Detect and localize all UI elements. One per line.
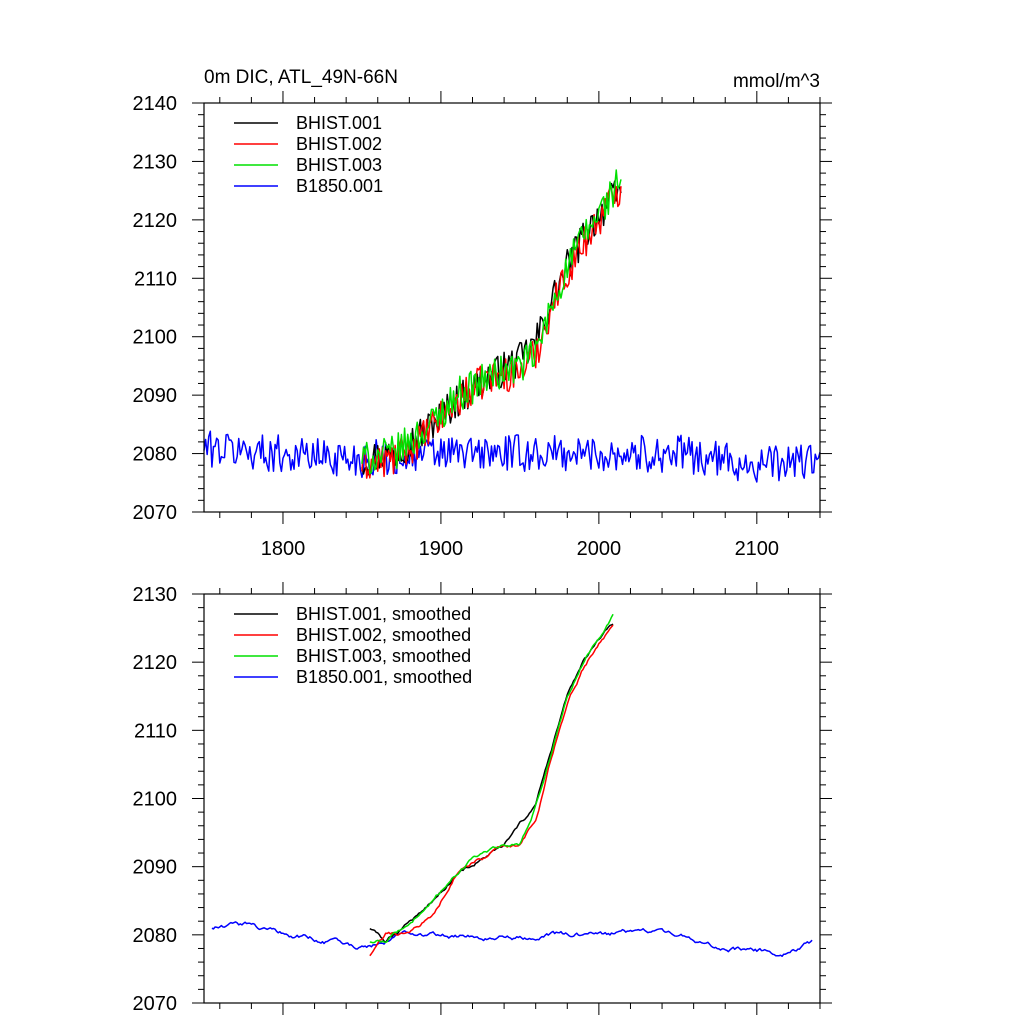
y-tick-label: 2090 xyxy=(133,385,178,407)
legend-label: BHIST.001 xyxy=(296,113,382,133)
axis-ticks: 2070 2080 2090 2100 2110 2120 2130 xyxy=(133,582,832,1015)
y-tick-label: 2070 xyxy=(133,993,178,1015)
series-line-4 xyxy=(211,921,813,958)
y-tick-label: 2110 xyxy=(134,720,177,742)
series-group xyxy=(211,613,813,958)
series-line-3 xyxy=(369,613,614,944)
plot-frame xyxy=(203,102,821,513)
units-label: mmol/m^3 xyxy=(733,71,820,92)
y-tick-label: 2120 xyxy=(133,652,178,674)
legend-label: BHIST.003, smoothed xyxy=(296,646,471,666)
legend-label: BHIST.002, smoothed xyxy=(296,625,471,645)
x-tick-label: 2000 xyxy=(577,538,622,560)
series-line-4 xyxy=(203,430,821,483)
x-tick-label: 2100 xyxy=(735,538,780,560)
series-group xyxy=(203,169,821,483)
legend-label: BHIST.002 xyxy=(296,134,382,154)
y-tick-label: 2090 xyxy=(133,857,178,879)
chart-title: 0m DIC, ATL_49N-66N xyxy=(204,67,398,88)
x-tick-label: 1800 xyxy=(261,538,306,560)
top-panel: 0m DIC, ATL_49N-66N mmol/m^3 1800 1900 200… xyxy=(133,67,832,560)
y-tick-label: 2110 xyxy=(134,268,177,290)
y-tick-label: 2130 xyxy=(133,151,178,173)
bottom-panel: 2070 2080 2090 2100 2110 2120 2130 BHIST.001, … xyxy=(133,582,832,1015)
y-tick-label: 2130 xyxy=(133,584,178,606)
legend-label: B1850.001, smoothed xyxy=(296,667,472,687)
series-line-1 xyxy=(361,180,622,476)
y-tick-label: 2100 xyxy=(133,327,178,349)
y-tick-label: 2120 xyxy=(133,210,178,232)
x-tick-label: 1900 xyxy=(419,538,464,560)
y-tick-label: 2100 xyxy=(133,789,178,811)
y-tick-label: 2080 xyxy=(133,925,178,947)
y-tick-label: 2070 xyxy=(133,502,178,524)
series-line-2 xyxy=(369,624,614,957)
legend-label: BHIST.001, smoothed xyxy=(296,604,471,624)
legend-label: B1850.001 xyxy=(296,176,383,196)
y-tick-label: 2140 xyxy=(133,93,178,115)
legend-label: BHIST.003 xyxy=(296,155,382,175)
axis-ticks: 1800 1900 2000 2100 2070 2080 2090 2100 2110 2120… xyxy=(133,91,832,560)
series-line-3 xyxy=(361,169,622,475)
y-tick-label: 2080 xyxy=(133,444,178,466)
